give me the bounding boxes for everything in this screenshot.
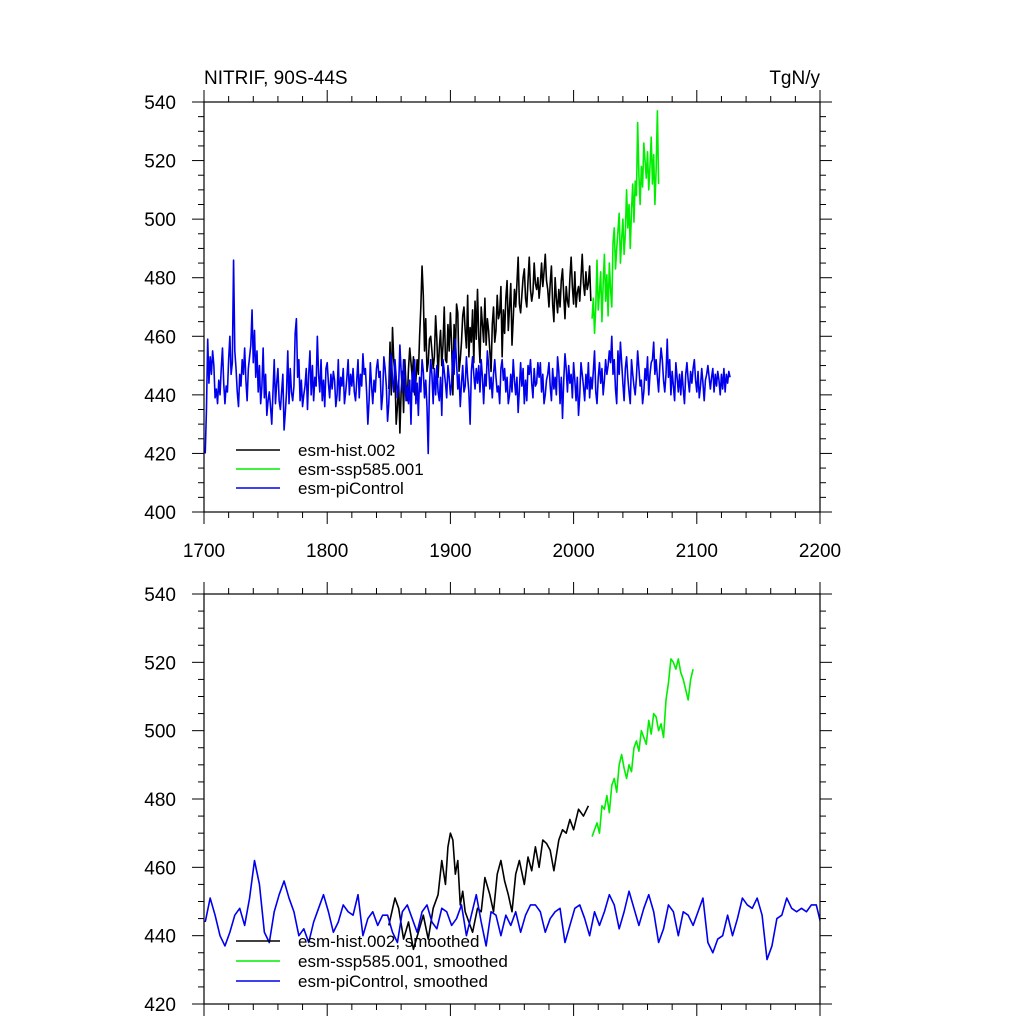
legend-label-1: esm-ssp585.001 xyxy=(298,460,424,479)
legend-label-1: esm-ssp585.001, smoothed xyxy=(298,952,508,971)
x-tick-label: 1900 xyxy=(429,541,471,562)
y-tick-label: 440 xyxy=(144,927,176,948)
legend-label-0: esm-hist.002 xyxy=(298,441,395,460)
y-tick-label: 520 xyxy=(144,152,176,173)
y-tick-label: 480 xyxy=(144,790,176,811)
plot-frame xyxy=(203,593,821,1005)
series-layer-bottom xyxy=(204,658,820,961)
bottom-panel: 420 440 460 480 500 520 540 esm-hist.002, smoo… xyxy=(144,582,832,1016)
x-tick-label: 1700 xyxy=(183,541,225,562)
series-line-0 xyxy=(388,805,590,951)
y-tick-label: 420 xyxy=(144,995,176,1016)
x-tick-label: 2100 xyxy=(676,541,718,562)
y-tick-label: 460 xyxy=(144,858,176,879)
series-line-2 xyxy=(204,859,820,961)
y-tick-label: 500 xyxy=(144,210,176,231)
top-panel: NITRIF, 90S-44S TgN/y 1700 1800 1900 2000 21… xyxy=(144,68,841,562)
x-tick-label: 2200 xyxy=(799,541,841,562)
legend-label-0: esm-hist.002, smoothed xyxy=(298,932,479,951)
y-tick-label: 480 xyxy=(144,269,176,290)
y-tick-label: 540 xyxy=(144,93,176,114)
y-tick-label: 520 xyxy=(144,653,176,674)
series-layer-top xyxy=(204,109,731,455)
units-label: TgN/y xyxy=(769,68,820,89)
legend-label-2: esm-piControl, smoothed xyxy=(298,972,488,991)
panel-title: NITRIF, 90S-44S xyxy=(204,68,348,89)
y-tick-label: 420 xyxy=(144,444,176,465)
legend-label-2: esm-piControl xyxy=(298,479,404,498)
y-tick-label: 500 xyxy=(144,722,176,743)
series-line-0 xyxy=(388,253,592,434)
x-tick-label: 2000 xyxy=(552,541,594,562)
axes-bottom: 420 440 460 480 500 520 540 xyxy=(144,582,832,1016)
x-tick-label: 1800 xyxy=(306,541,348,562)
y-tick-label: 460 xyxy=(144,327,176,348)
y-tick-label: 540 xyxy=(144,585,176,606)
y-tick-label: 400 xyxy=(144,503,176,524)
series-line-1 xyxy=(591,658,694,837)
y-tick-label: 440 xyxy=(144,386,176,407)
axes-top: 1700 1800 1900 2000 2100 2200 400 420 440 460 480 5… xyxy=(144,90,841,562)
series-line-1 xyxy=(591,109,660,335)
series-line-2 xyxy=(204,259,731,455)
